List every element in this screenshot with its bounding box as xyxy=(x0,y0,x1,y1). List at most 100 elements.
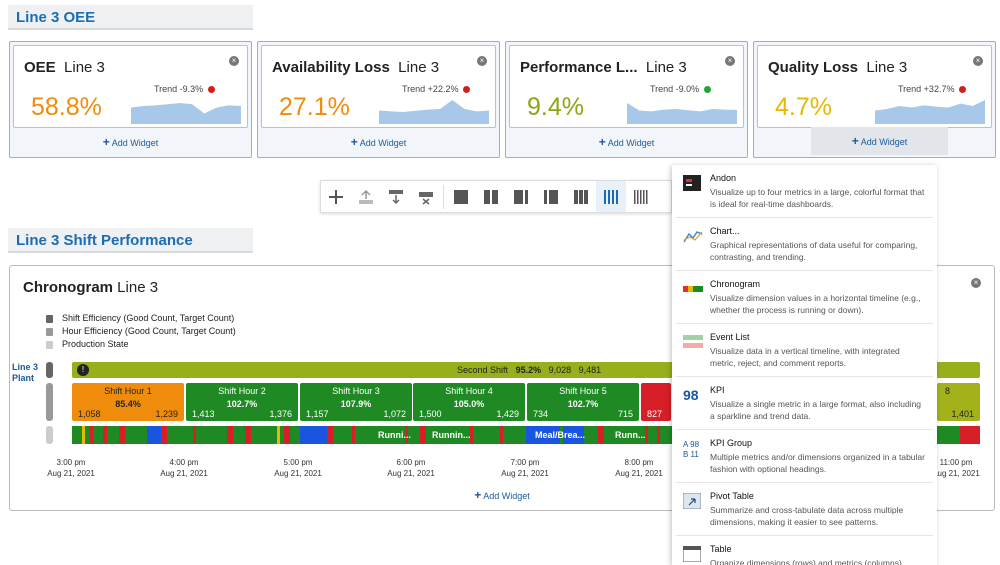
state-segment[interactable] xyxy=(300,426,327,444)
state-segment[interactable] xyxy=(98,426,101,444)
add-icon[interactable] xyxy=(321,181,351,212)
state-segment[interactable] xyxy=(657,426,660,444)
chronogram-add-widget[interactable]: + Add Widget xyxy=(474,488,530,502)
state-segment[interactable] xyxy=(470,426,473,444)
add-widget-button[interactable]: + Add Widget xyxy=(102,135,159,149)
widget-menu-item[interactable]: Chart... Graphical representations of da… xyxy=(676,218,933,271)
state-segment[interactable] xyxy=(284,426,290,444)
insert-row-icon[interactable] xyxy=(381,181,411,212)
state-segment[interactable] xyxy=(167,426,227,444)
state-segment[interactable] xyxy=(147,426,161,444)
kpi-widget[interactable]: Quality Loss Line 3 × 4.7% Trend +32.7% xyxy=(757,45,992,128)
widget-menu-item[interactable]: Table Organize dimensions (rows) and met… xyxy=(676,536,933,565)
upload-icon[interactable] xyxy=(351,181,381,212)
state-segment[interactable] xyxy=(560,426,563,444)
state-segment[interactable] xyxy=(277,426,280,444)
state-segment[interactable] xyxy=(245,426,251,444)
state-segment[interactable] xyxy=(960,426,980,444)
legend-swatch xyxy=(46,327,53,336)
state-segment[interactable] xyxy=(90,426,93,444)
state-segment[interactable] xyxy=(526,426,584,444)
state-segment[interactable] xyxy=(610,426,670,444)
delete-row-icon[interactable] xyxy=(411,181,441,212)
state-segment[interactable] xyxy=(213,426,216,444)
state-segment[interactable] xyxy=(373,426,420,444)
kpi-value: 27.1% xyxy=(279,93,350,121)
state-segment[interactable] xyxy=(940,426,960,444)
legend-item: Production State xyxy=(46,339,129,349)
state-segment[interactable] xyxy=(125,426,147,444)
row-handle[interactable] xyxy=(46,362,53,378)
hour-bar[interactable]: Shift Hour 3 107.9% 1,157 1,072 xyxy=(300,383,412,421)
state-segment[interactable] xyxy=(227,426,233,444)
close-icon[interactable]: × xyxy=(477,56,487,66)
chronogram-close-icon[interactable]: × xyxy=(971,278,981,288)
state-segment[interactable] xyxy=(193,426,196,444)
state-segment[interactable] xyxy=(103,426,107,444)
layout-2-columns-wide-icon[interactable] xyxy=(506,181,536,212)
state-segment[interactable] xyxy=(598,426,604,444)
hour-bar[interactable]: Shift Hour 4 105.0% 1,500 1,429 xyxy=(413,383,525,421)
state-segment[interactable] xyxy=(280,426,284,444)
kpi-card: OEE Line 3 × 58.8% Trend -9.3% + Add Wid… xyxy=(9,41,252,158)
row-handle[interactable] xyxy=(46,426,53,444)
row-handle[interactable] xyxy=(46,383,53,421)
layout-3-columns-icon[interactable] xyxy=(536,181,566,212)
trend-status-dot xyxy=(207,86,215,94)
kpi-card: Performance L... Line 3 × 9.4% Trend -9.… xyxy=(505,41,748,158)
state-segment[interactable] xyxy=(352,426,355,444)
legend-swatch xyxy=(46,340,53,349)
state-segment[interactable] xyxy=(327,426,333,444)
state-segment[interactable] xyxy=(82,426,85,444)
state-segment[interactable] xyxy=(251,426,277,444)
widget-menu-item[interactable]: Pivot Table Summarize and cross-tabulate… xyxy=(676,483,933,536)
widget-menu-item[interactable]: Chronogram Visualize dimension values in… xyxy=(676,271,933,324)
widget-menu-item[interactable]: Andon Visualize up to four metrics in a … xyxy=(676,165,933,218)
chart-icon xyxy=(683,228,703,246)
widget-menu-desc: Multiple metrics and/or dimensions organ… xyxy=(710,452,925,474)
time-axis-tick: 7:00 pm Aug 21, 2021 xyxy=(501,458,549,478)
kpi-widget[interactable]: Performance L... Line 3 × 9.4% Trend -9.… xyxy=(509,45,744,128)
hour-bar[interactable]: Shift Hour 1 85.4% 1,058 1,239 xyxy=(72,383,184,421)
state-segment[interactable] xyxy=(119,426,125,444)
kpi-title: Quality Loss Line 3 xyxy=(768,59,908,76)
state-segment[interactable] xyxy=(72,426,82,444)
widget-menu-item[interactable]: A 98 B 11 KPI Group Multiple metrics and… xyxy=(676,430,933,483)
kpi-title: Availability Loss Line 3 xyxy=(272,59,440,76)
hour-bar[interactable]: Shift Hour 2 102.7% 1,413 1,376 xyxy=(186,383,298,421)
hour-bar[interactable]: Shift Hour 5 102.7% 734 715 xyxy=(527,383,639,421)
widget-menu-item[interactable]: 98 KPI Visualize a single metric in a la… xyxy=(676,377,933,430)
layout-2-columns-icon[interactable] xyxy=(476,181,506,212)
hour-bar[interactable]: 827 xyxy=(641,383,671,421)
trend-status-dot xyxy=(703,86,711,94)
state-segment[interactable] xyxy=(584,426,598,444)
state-segment[interactable] xyxy=(405,426,408,444)
widget-menu-item[interactable]: Event List Visualize data in a vertical … xyxy=(676,324,933,377)
layout-6-columns-icon[interactable] xyxy=(626,181,656,212)
add-widget-button[interactable]: + Add Widget xyxy=(350,135,407,149)
state-segment[interactable] xyxy=(233,426,245,444)
close-icon[interactable]: × xyxy=(229,56,239,66)
state-segment[interactable] xyxy=(420,426,426,444)
close-icon[interactable]: × xyxy=(973,56,983,66)
layout-1-column-icon[interactable] xyxy=(446,181,476,212)
layout-4-columns-icon[interactable] xyxy=(596,181,626,212)
sparkline xyxy=(875,100,985,124)
widget-menu-title: Andon xyxy=(710,173,737,183)
add-widget-button[interactable]: + Add Widget xyxy=(598,135,655,149)
table-icon xyxy=(682,545,703,564)
time-axis-tick: 3:00 pm Aug 21, 2021 xyxy=(47,458,95,478)
kpi-widget[interactable]: Availability Loss Line 3 × 27.1% Trend +… xyxy=(261,45,496,128)
state-segment[interactable] xyxy=(107,426,119,444)
state-segment[interactable] xyxy=(604,426,610,444)
state-segment[interactable] xyxy=(290,426,300,444)
widget-menu-title: Table xyxy=(710,544,732,554)
close-icon[interactable]: × xyxy=(725,56,735,66)
layout-3-columns-equal-icon[interactable] xyxy=(566,181,596,212)
kpi-widget[interactable]: OEE Line 3 × 58.8% Trend -9.3% xyxy=(13,45,248,128)
hour-bar[interactable]: 8 1,401 xyxy=(937,383,980,421)
state-segment[interactable] xyxy=(645,426,648,444)
add-widget-button[interactable]: + Add Widget xyxy=(811,127,948,155)
state-segment[interactable] xyxy=(500,426,503,444)
state-segment[interactable] xyxy=(161,426,167,444)
